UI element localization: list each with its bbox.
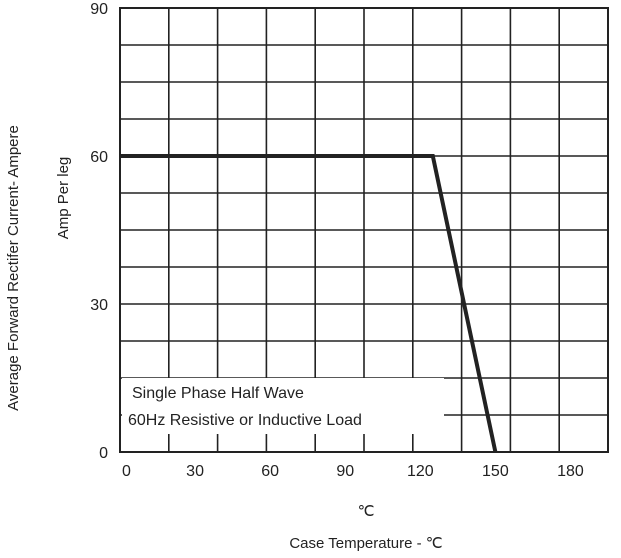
x-tick-label: 120 — [407, 463, 434, 480]
y-tick-labels: 0 30 60 90 — [90, 1, 108, 462]
y-tick-label: 60 — [90, 149, 108, 166]
y-axis-title-line-2: Amp Per leg — [55, 157, 72, 240]
x-axis-title: Case Temperature - ℃ — [289, 535, 442, 552]
plot-frame — [119, 7, 609, 453]
series-line-current — [120, 154, 498, 453]
x-tick-label: 180 — [557, 463, 584, 480]
annotation-box: Single Phase Half Wave 60Hz Resistive or… — [122, 378, 444, 434]
x-tick-labels: 0 30 60 90 120 150 180 — [122, 463, 584, 480]
x-axis-unit: ℃ — [358, 503, 375, 520]
annotation-line-2: 60Hz Resistive or Inductive Load — [128, 412, 362, 429]
y-axis-title-line-1: Average Forward Rectifer Current- Ampere — [5, 125, 22, 411]
annotation-background — [122, 378, 444, 434]
x-tick-label: 90 — [336, 463, 354, 480]
y-tick-label: 30 — [90, 297, 108, 314]
x-tick-label: 150 — [482, 463, 509, 480]
x-tick-label: 60 — [261, 463, 279, 480]
x-tick-label: 0 — [122, 463, 131, 480]
y-tick-label: 90 — [90, 1, 108, 18]
y-tick-label: 0 — [99, 445, 108, 462]
x-tick-label: 30 — [186, 463, 204, 480]
annotation-line-1: Single Phase Half Wave — [132, 385, 304, 402]
